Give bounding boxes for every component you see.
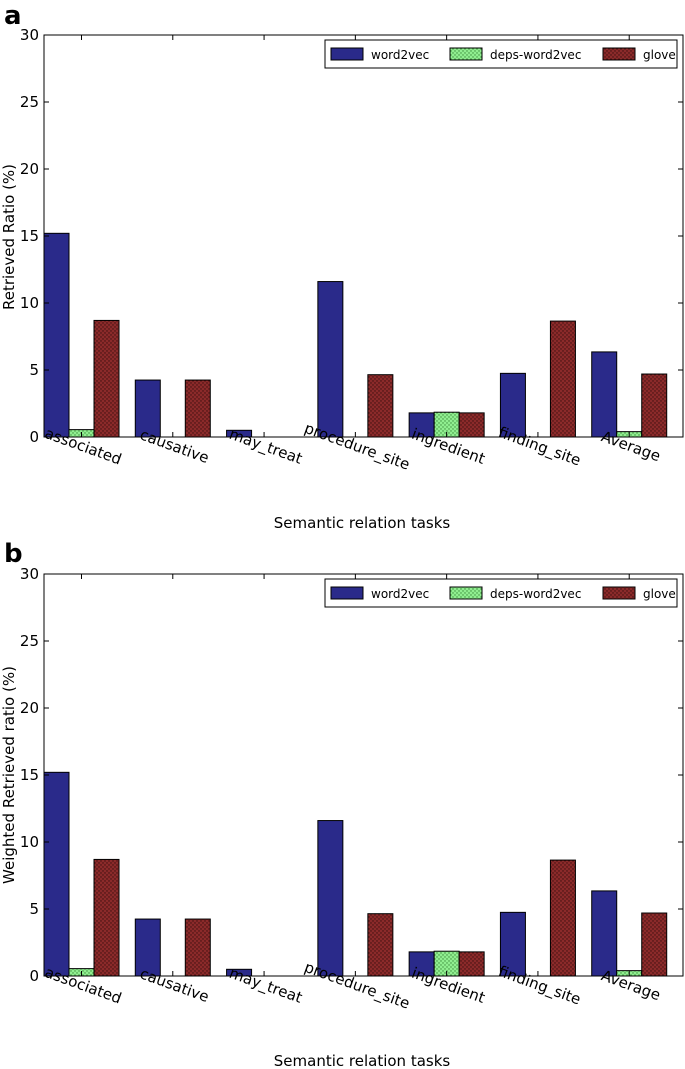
y-tick-label: 30: [20, 26, 39, 44]
x-axis-title: Semantic relation tasks: [274, 514, 451, 532]
bar-glove-finding_site: [549, 320, 576, 438]
y-axis-title: Weighted Retrieved ratio (%): [0, 666, 18, 884]
bar-word2vec-associated: [43, 771, 70, 977]
x-axis-title: Semantic relation tasks: [274, 1052, 451, 1069]
bar-word2vec-causative: [134, 918, 161, 977]
y-tick-label: 10: [20, 294, 39, 312]
bar-word2vec-finding_site: [499, 372, 526, 438]
y-axis-title: Retrieved Ratio (%): [0, 164, 18, 310]
y-tick-label: 20: [20, 160, 39, 178]
y-tick-label: 5: [29, 900, 39, 918]
y-tick-label: 20: [20, 699, 39, 717]
x-category-label: may_treat: [227, 425, 305, 469]
x-category-label: procedure_site: [302, 958, 413, 1014]
panel-a: a Semantic relation tasks Retrieved Rati…: [0, 1, 684, 532]
bar-glove-finding_site: [549, 859, 576, 977]
bar-word2vec-associated: [43, 232, 70, 438]
bar-glove-causative: [184, 918, 211, 977]
bar-glove-associated: [93, 319, 120, 438]
legend-swatch-deps-word2vec: [449, 47, 483, 61]
y-tick-label: 25: [20, 632, 39, 650]
bar-word2vec-procedure_site: [317, 281, 344, 438]
legend-label-glove: glove: [643, 587, 676, 601]
legend-label-word2vec: word2vec: [371, 587, 429, 601]
bar-glove-procedure_site: [367, 374, 394, 438]
bar-word2vec-Average: [591, 890, 618, 977]
legend-swatch-glove: [602, 586, 636, 600]
bar-word2vec-procedure_site: [317, 820, 344, 977]
legend-label-deps-word2vec: deps-word2vec: [490, 587, 581, 601]
legend-swatch-deps-word2vec: [449, 586, 483, 600]
bar-glove-procedure_site: [367, 913, 394, 977]
legend-swatch-glove: [602, 47, 636, 61]
legend-label-word2vec: word2vec: [371, 48, 429, 62]
legend-label-glove: glove: [643, 48, 676, 62]
y-tick-label: 10: [20, 833, 39, 851]
bar-word2vec-finding_site: [499, 911, 526, 977]
bar-glove-causative: [184, 379, 211, 438]
legend-swatch-word2vec: [330, 47, 364, 61]
bar-word2vec-ingredient: [408, 951, 435, 977]
x-category-label: procedure_site: [302, 419, 413, 475]
y-tick-label: 30: [20, 565, 39, 583]
y-tick-label: 0: [29, 967, 39, 985]
bar-glove-Average: [641, 373, 668, 438]
legend: word2vec deps-word2vec glove: [324, 578, 678, 608]
bar-glove-Average: [641, 912, 668, 977]
bar-glove-ingredient: [458, 951, 485, 977]
panel-letter: a: [4, 1, 22, 31]
bar-word2vec-Average: [591, 351, 618, 438]
bar-glove-ingredient: [458, 412, 485, 438]
plot-frame: [43, 573, 684, 977]
y-tick-label: 0: [29, 428, 39, 446]
bar-word2vec-causative: [134, 379, 161, 438]
legend-swatch-word2vec: [330, 586, 364, 600]
plot-frame: [43, 34, 684, 438]
x-category-label: may_treat: [227, 964, 305, 1008]
bar-glove-associated: [93, 858, 120, 977]
panel-b: b Semantic relation tasks Weighted Retri…: [0, 539, 684, 1069]
panel-letter: b: [4, 539, 23, 569]
y-tick-label: 25: [20, 93, 39, 111]
y-tick-label: 5: [29, 361, 39, 379]
y-tick-label: 15: [20, 766, 39, 784]
y-tick-label: 15: [20, 227, 39, 245]
legend-label-deps-word2vec: deps-word2vec: [490, 48, 581, 62]
legend: word2vec deps-word2vec glove: [324, 39, 678, 69]
